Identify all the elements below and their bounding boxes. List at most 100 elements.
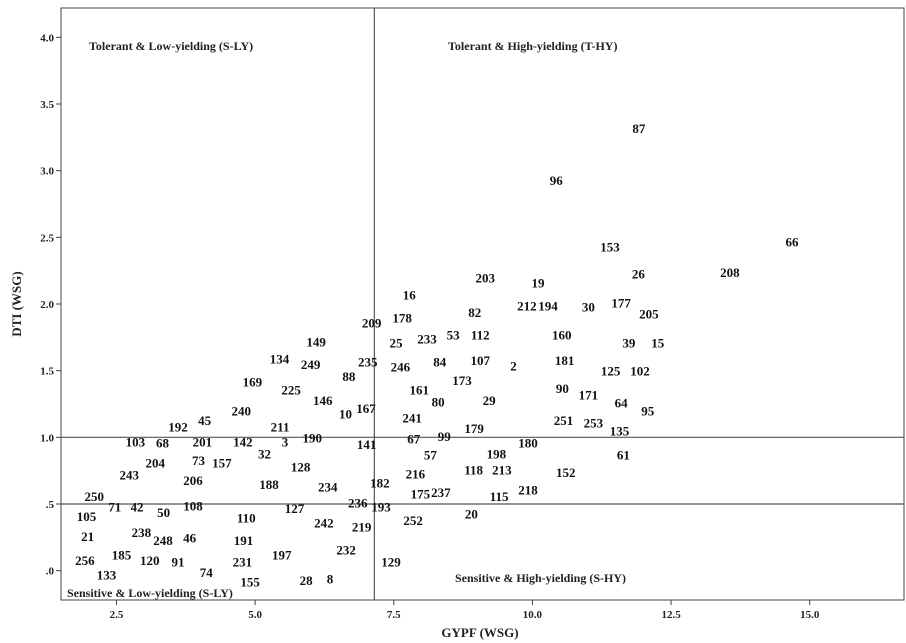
point-label-67: 67 (407, 432, 421, 447)
point-label-91: 91 (172, 554, 185, 569)
x-tick-label: 15.0 (800, 609, 820, 621)
point-label-88: 88 (342, 369, 356, 384)
x-tick-label: 10.0 (523, 609, 543, 621)
point-label-2: 2 (510, 358, 517, 373)
point-label-197: 197 (272, 548, 292, 563)
point-label-15: 15 (651, 336, 665, 351)
point-label-128: 128 (291, 460, 311, 475)
point-label-99: 99 (438, 429, 452, 444)
point-label-213: 213 (492, 462, 512, 477)
x-tick-label: 7.5 (387, 609, 401, 621)
point-label-84: 84 (433, 354, 447, 369)
point-label-155: 155 (240, 574, 260, 589)
point-label-19: 19 (531, 276, 545, 291)
point-label-10: 10 (339, 406, 352, 421)
point-label-252: 252 (403, 513, 423, 528)
point-label-32: 32 (258, 446, 271, 461)
point-label-238: 238 (132, 525, 152, 540)
point-label-169: 169 (243, 374, 263, 389)
point-label-134: 134 (270, 352, 290, 367)
point-label-160: 160 (552, 328, 572, 343)
point-label-103: 103 (126, 434, 146, 449)
point-label-3: 3 (282, 434, 289, 449)
point-label-190: 190 (302, 430, 322, 445)
point-label-25: 25 (389, 336, 403, 351)
point-label-153: 153 (600, 240, 620, 255)
point-label-46: 46 (183, 530, 197, 545)
point-label-201: 201 (193, 434, 213, 449)
quadrant-label-top-left: Tolerant & Low-yielding (S-LY) (89, 39, 253, 53)
point-label-127: 127 (285, 501, 305, 516)
point-label-149: 149 (306, 334, 326, 349)
point-label-212: 212 (517, 298, 537, 313)
point-label-26: 26 (632, 266, 646, 281)
point-label-125: 125 (601, 364, 621, 379)
point-label-71: 71 (108, 500, 121, 515)
y-tick-label: 4.0 (40, 32, 54, 44)
point-label-208: 208 (720, 265, 740, 280)
x-tick-label: 5.0 (248, 609, 262, 621)
point-label-107: 107 (471, 353, 491, 368)
point-label-193: 193 (371, 500, 391, 515)
point-label-218: 218 (518, 482, 538, 497)
y-tick-label: 2.0 (40, 299, 54, 311)
y-tick-label: .0 (46, 566, 55, 578)
point-label-135: 135 (610, 424, 630, 439)
point-label-96: 96 (550, 173, 564, 188)
point-label-242: 242 (314, 516, 334, 531)
point-label-206: 206 (183, 473, 203, 488)
point-label-209: 209 (362, 316, 382, 331)
point-label-73: 73 (192, 453, 206, 468)
point-label-211: 211 (271, 420, 290, 435)
point-label-248: 248 (153, 533, 173, 548)
point-label-237: 237 (431, 485, 451, 500)
point-label-203: 203 (476, 270, 496, 285)
point-label-240: 240 (231, 404, 251, 419)
point-label-216: 216 (406, 466, 426, 481)
point-label-249: 249 (301, 357, 321, 372)
point-label-112: 112 (471, 328, 490, 343)
point-label-233: 233 (417, 332, 437, 347)
point-label-45: 45 (198, 413, 212, 428)
x-axis-title: GYPF (WSG) (441, 625, 518, 640)
point-label-231: 231 (233, 554, 253, 569)
point-label-68: 68 (156, 436, 170, 451)
point-label-21: 21 (81, 529, 94, 544)
point-label-236: 236 (348, 496, 368, 511)
point-label-74: 74 (200, 565, 214, 580)
point-label-173: 173 (452, 373, 472, 388)
point-label-50: 50 (157, 505, 170, 520)
point-label-105: 105 (77, 509, 97, 524)
quadrant-label-bottom-right: Sensitive & High-yielding (S-HY) (455, 571, 626, 585)
point-label-42: 42 (130, 500, 143, 515)
point-label-53: 53 (447, 328, 461, 343)
point-label-179: 179 (464, 421, 484, 436)
point-label-175: 175 (411, 486, 431, 501)
point-label-115: 115 (490, 489, 509, 504)
point-label-178: 178 (392, 310, 412, 325)
point-label-82: 82 (468, 305, 481, 320)
point-label-205: 205 (639, 306, 659, 321)
point-label-28: 28 (300, 573, 314, 588)
point-label-120: 120 (140, 553, 160, 568)
quadrant-label-top-right: Tolerant & High-yielding (T-HY) (448, 39, 617, 53)
point-label-234: 234 (318, 480, 338, 495)
y-tick-label: 1.0 (40, 432, 54, 444)
y-tick-label: 3.0 (40, 166, 54, 178)
point-label-250: 250 (85, 489, 105, 504)
point-label-129: 129 (381, 554, 401, 569)
point-label-110: 110 (237, 510, 256, 525)
point-label-235: 235 (358, 354, 378, 369)
point-label-30: 30 (582, 300, 595, 315)
x-axis: 2.5 5.0 7.5 10.0 12.5 15.0 (110, 600, 820, 621)
point-label-95: 95 (641, 404, 655, 419)
point-label-243: 243 (119, 468, 139, 483)
point-label-241: 241 (402, 410, 422, 425)
point-label-180: 180 (518, 436, 538, 451)
reference-lines (61, 8, 904, 600)
point-label-177: 177 (611, 296, 631, 311)
y-axis-title: DTI (WSG) (9, 271, 24, 336)
point-label-29: 29 (483, 393, 497, 408)
